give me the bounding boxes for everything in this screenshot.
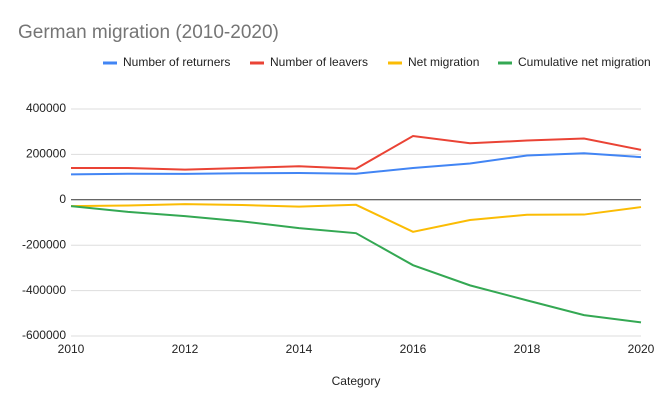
series-line — [70, 203, 642, 233]
x-tick-label: 2020 — [628, 342, 655, 356]
series-line — [71, 134, 642, 171]
x-tick-label: 2014 — [286, 342, 313, 356]
legend-label: Number of leavers — [270, 55, 368, 69]
y-tick-label: -600000 — [22, 328, 66, 342]
x-tick-label: 2018 — [514, 342, 541, 356]
x-tick-label: 2012 — [172, 342, 199, 356]
y-tick-label: 400000 — [26, 101, 66, 115]
y-tick-label: -200000 — [22, 237, 66, 251]
x-axis-label: Category — [332, 374, 381, 388]
series-line — [70, 152, 642, 176]
y-tick-label: -400000 — [22, 283, 66, 297]
x-tick-label: 2010 — [58, 342, 85, 356]
x-tick-label: 2016 — [400, 342, 427, 356]
y-tick-label: 0 — [59, 192, 66, 206]
chart-title: German migration (2010-2020) — [18, 22, 279, 43]
legend-label: Net migration — [408, 55, 479, 69]
series-line — [70, 205, 642, 324]
y-tick-label: 200000 — [26, 147, 66, 161]
legend-label: Cumulative net migration — [518, 55, 651, 69]
legend-label: Number of returners — [123, 55, 230, 69]
